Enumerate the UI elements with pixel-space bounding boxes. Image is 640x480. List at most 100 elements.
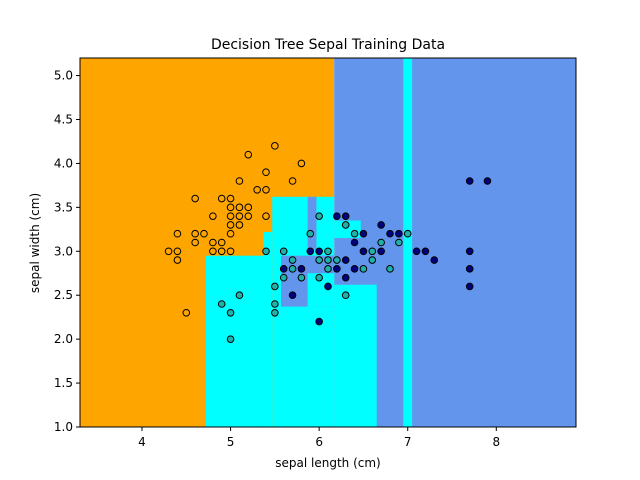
point-cyan-11: [288, 256, 297, 264]
y-tick-label: 1.5: [54, 376, 73, 390]
point-orange-11: [209, 212, 217, 220]
point-orange-19: [226, 203, 235, 212]
chart-title: Decision Tree Sepal Training Data: [211, 37, 445, 53]
x-tick-label: 4: [138, 435, 146, 449]
point-cyan-30: [403, 229, 412, 238]
region-cyan-11: [403, 58, 413, 427]
x-axis: 4 5 6 7 8: [138, 427, 500, 449]
point-orange-26: [244, 203, 253, 212]
point-cyan-24: [359, 265, 368, 273]
point-cyan-25: [368, 256, 377, 264]
point-blue-22: [430, 256, 439, 264]
point-blue-7: [333, 265, 341, 273]
point-orange-18: [226, 212, 235, 220]
region-cyan-4: [272, 196, 335, 427]
y-tick-label: 4.0: [54, 156, 73, 170]
point-orange-16: [226, 229, 235, 238]
point-orange-27: [244, 150, 253, 159]
point-orange-6: [191, 229, 199, 238]
point-orange-22: [235, 212, 244, 220]
region-cyan-3: [263, 231, 273, 427]
y-tick-label: 1.0: [54, 420, 73, 434]
point-blue-23: [465, 282, 474, 291]
point-blue-13: [350, 238, 359, 247]
point-blue-14: [359, 247, 368, 256]
x-axis-label: sepal length (cm): [275, 456, 380, 470]
region-cyan-8: [334, 284, 377, 427]
x-tick-label: 6: [315, 435, 323, 449]
point-orange-3: [173, 229, 182, 238]
point-cyan-1: [226, 335, 235, 343]
point-orange-0: [164, 247, 173, 256]
decision-regions: [80, 58, 576, 427]
y-tick-label: 3.0: [54, 244, 73, 258]
point-cyan-27: [377, 238, 385, 247]
point-orange-28: [253, 185, 261, 194]
point-orange-12: [217, 247, 226, 256]
point-orange-24: [235, 177, 244, 185]
point-cyan-22: [341, 221, 350, 229]
point-orange-33: [288, 177, 297, 185]
point-cyan-12: [297, 273, 306, 282]
region-blue-7: [307, 196, 317, 250]
point-blue-2: [297, 265, 306, 273]
point-orange-4: [182, 308, 191, 317]
point-orange-5: [191, 238, 199, 247]
point-cyan-15: [315, 256, 323, 264]
point-cyan-17: [324, 265, 332, 273]
y-axis-label: sepal width (cm): [28, 193, 42, 293]
y-tick-label: 5.0: [54, 69, 73, 83]
point-orange-13: [217, 238, 226, 247]
region-cyan-2: [205, 255, 264, 427]
point-cyan-20: [333, 256, 341, 264]
y-tick-label: 4.5: [54, 113, 73, 127]
point-orange-20: [226, 194, 235, 203]
point-cyan-0: [217, 300, 226, 308]
point-cyan-10: [288, 265, 297, 273]
point-blue-21: [421, 247, 430, 256]
point-blue-4: [315, 317, 323, 326]
point-blue-20: [412, 247, 421, 256]
point-blue-16: [377, 247, 385, 256]
point-orange-15: [226, 247, 235, 256]
point-orange-2: [173, 256, 182, 264]
point-cyan-5: [271, 308, 279, 317]
point-cyan-14: [315, 273, 323, 282]
point-orange-9: [209, 247, 217, 256]
point-blue-17: [377, 221, 385, 229]
point-cyan-7: [271, 282, 279, 291]
point-orange-25: [244, 212, 253, 220]
y-tick-label: 2.0: [54, 332, 73, 346]
point-cyan-9: [279, 247, 288, 256]
point-blue-0: [279, 265, 288, 273]
point-cyan-4: [262, 247, 270, 256]
point-cyan-29: [395, 238, 403, 247]
point-cyan-16: [315, 212, 323, 220]
point-blue-26: [465, 177, 474, 185]
point-blue-6: [324, 282, 332, 291]
point-cyan-23: [350, 229, 359, 238]
point-cyan-6: [271, 300, 279, 308]
point-blue-15: [359, 229, 368, 238]
y-axis: 1.0 1.5 2.0 2.5 3.0 3.5 4.0 4.5 5.0: [54, 69, 80, 434]
point-cyan-21: [341, 291, 350, 300]
point-blue-1: [288, 291, 297, 300]
point-blue-5: [315, 247, 323, 256]
point-blue-3: [306, 247, 315, 256]
point-cyan-3: [235, 291, 244, 300]
x-tick-label: 7: [404, 435, 412, 449]
y-tick-label: 3.5: [54, 200, 73, 214]
point-orange-29: [262, 212, 270, 220]
point-orange-7: [191, 194, 199, 203]
point-orange-23: [235, 203, 244, 212]
point-cyan-2: [226, 308, 235, 317]
point-blue-19: [395, 229, 403, 238]
point-orange-10: [209, 238, 217, 247]
point-cyan-26: [368, 247, 377, 256]
point-cyan-19: [324, 247, 332, 256]
point-blue-9: [341, 273, 350, 282]
x-tick-label: 5: [227, 435, 235, 449]
point-orange-34: [297, 159, 306, 168]
plot-area: [80, 58, 576, 427]
